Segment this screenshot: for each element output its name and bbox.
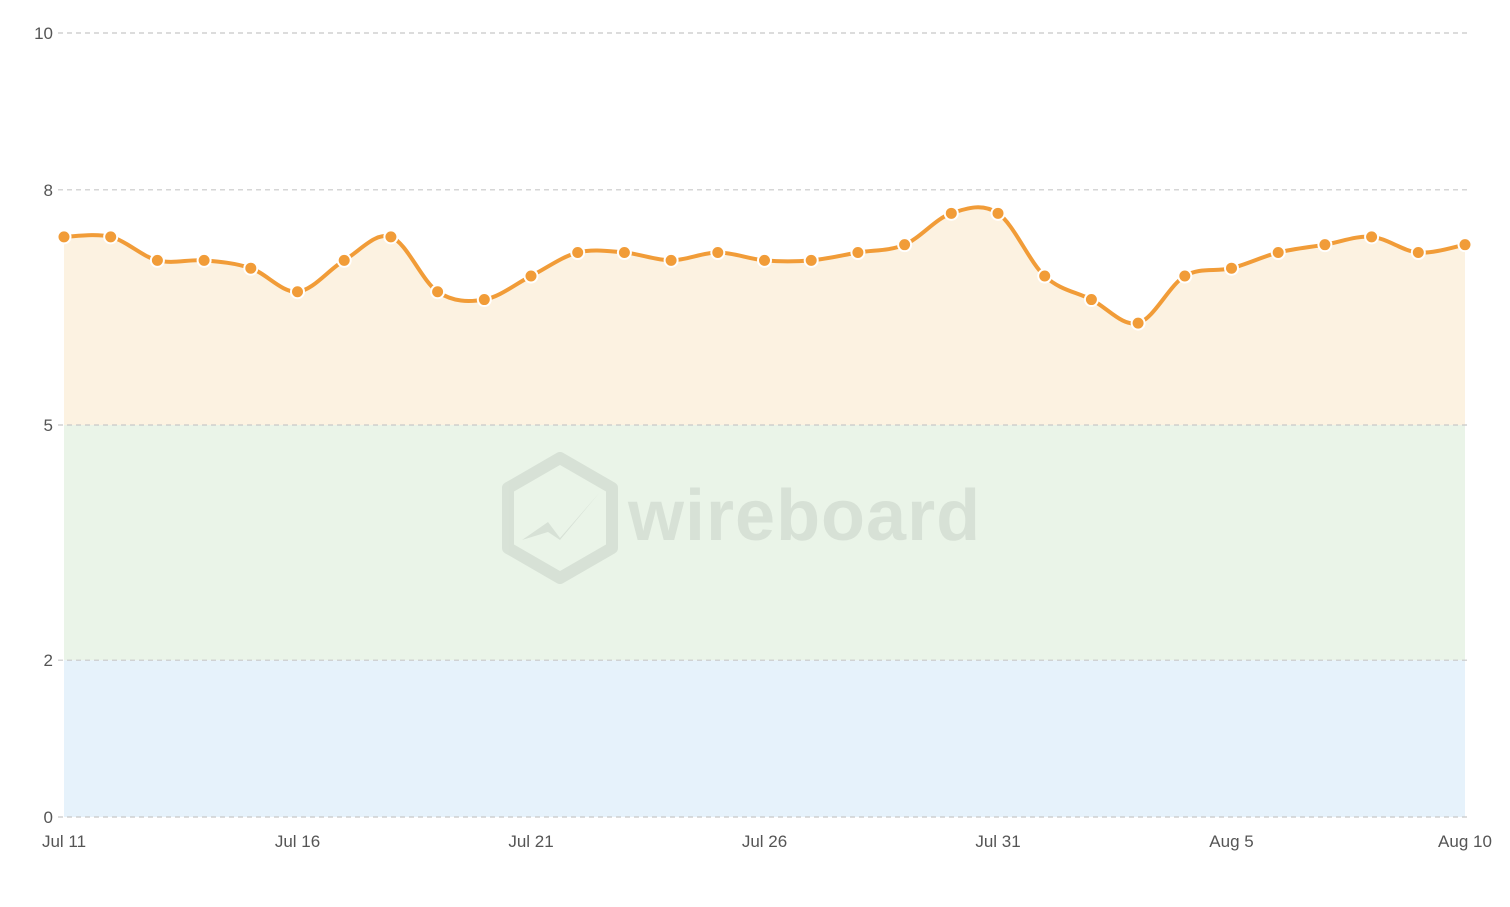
x-tick-label: Aug 5 <box>1209 832 1253 851</box>
data-point-aug-8 <box>1364 229 1380 245</box>
data-point-aug-1 <box>1037 268 1053 284</box>
data-point-aug-3 <box>1130 315 1146 331</box>
band-2 <box>64 207 1465 425</box>
data-point-aug-5 <box>1224 260 1239 276</box>
band-0 <box>64 660 1465 817</box>
y-tick-label: 5 <box>44 416 53 435</box>
data-point-jul-23 <box>616 245 632 261</box>
data-point-jul-25 <box>710 245 726 261</box>
data-point-aug-9 <box>1410 245 1426 261</box>
wireboard-watermark: wireboard <box>502 452 981 584</box>
data-point-aug-6 <box>1270 245 1286 261</box>
data-point-jul-13 <box>149 252 165 268</box>
data-point-jul-28 <box>850 245 866 261</box>
data-point-jul-26 <box>757 252 772 268</box>
data-point-jul-16 <box>290 284 305 300</box>
data-point-jul-17 <box>336 252 352 268</box>
data-point-jul-27 <box>803 252 819 268</box>
data-point-jul-20 <box>476 292 492 308</box>
y-tick-label: 0 <box>44 808 53 827</box>
data-point-jul-30 <box>943 205 959 221</box>
band-1 <box>64 425 1465 661</box>
x-tick-label: Jul 31 <box>975 832 1020 851</box>
data-point-jul-12 <box>103 229 119 245</box>
x-tick-label: Aug 10 <box>1438 832 1492 851</box>
data-point-jul-24 <box>663 252 679 268</box>
y-tick-label: 10 <box>34 24 53 43</box>
data-point-jul-11 <box>56 229 72 245</box>
data-point-jul-15 <box>243 260 259 276</box>
data-point-aug-10 <box>1457 237 1473 253</box>
data-point-jul-29 <box>897 237 913 253</box>
x-tick-label: Jul 26 <box>742 832 787 851</box>
x-tick-label: Jul 11 <box>42 832 86 851</box>
data-point-aug-2 <box>1083 292 1099 308</box>
data-point-aug-7 <box>1317 237 1333 253</box>
data-point-jul-18 <box>383 229 399 245</box>
y-tick-label: 8 <box>44 181 53 200</box>
y-tick-label: 2 <box>44 651 53 670</box>
x-tick-label: Jul 21 <box>508 832 553 851</box>
data-point-jul-19 <box>430 284 446 300</box>
data-point-jul-22 <box>570 245 586 261</box>
data-point-aug-4 <box>1177 268 1193 284</box>
data-point-jul-21 <box>523 268 539 284</box>
data-point-jul-31 <box>990 205 1006 221</box>
data-point-jul-14 <box>196 252 212 268</box>
x-tick-label: Jul 16 <box>275 832 320 851</box>
svg-text:wireboard: wireboard <box>627 476 981 556</box>
